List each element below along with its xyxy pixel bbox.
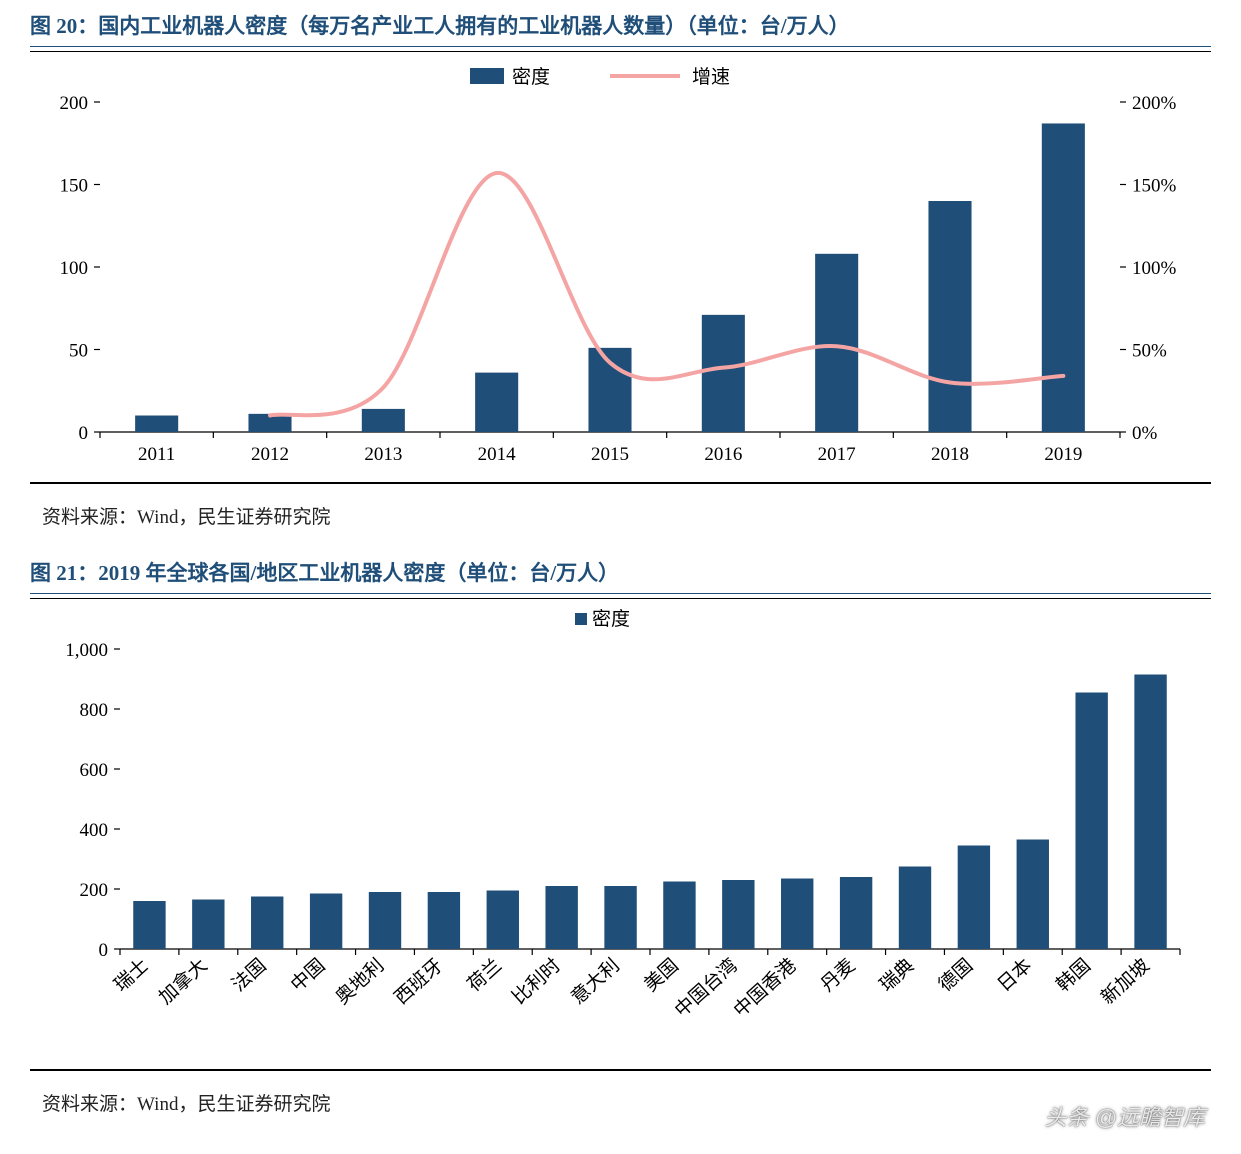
svg-text:中国: 中国 (286, 954, 329, 996)
svg-text:150: 150 (60, 176, 89, 197)
svg-text:1,000: 1,000 (65, 640, 108, 661)
svg-text:西班牙: 西班牙 (390, 954, 447, 1009)
svg-text:比利时: 比利时 (508, 954, 565, 1009)
figure-21-title: 图 21：2019 年全球各国/地区工业机器人密度（单位：台/万人） (30, 561, 619, 585)
svg-text:0: 0 (99, 940, 109, 961)
svg-text:400: 400 (80, 820, 109, 841)
svg-text:韩国: 韩国 (1052, 954, 1095, 996)
svg-text:法国: 法国 (228, 954, 271, 996)
svg-text:200: 200 (60, 93, 89, 114)
svg-text:意大利: 意大利 (567, 954, 624, 1009)
svg-text:600: 600 (80, 760, 109, 781)
svg-text:美国: 美国 (640, 954, 683, 996)
figure-20-title: 图 20：国内工业机器人密度（每万名产业工人拥有的工业机器人数量）（单位：台/万… (30, 14, 850, 38)
svg-text:800: 800 (80, 700, 109, 721)
svg-text:2019: 2019 (1044, 444, 1082, 465)
svg-text:0: 0 (79, 423, 89, 444)
figure-20-block: 图 20：国内工业机器人密度（每万名产业工人拥有的工业机器人数量）（单位：台/万… (30, 10, 1211, 537)
svg-text:2016: 2016 (704, 444, 742, 465)
svg-text:中国香港: 中国香港 (729, 954, 800, 1021)
figure-20-svg: 密度 增速 0 50 100 150 200 0% 50% 100% 150% 200% 2011 201… (30, 62, 1210, 482)
svg-text:密度: 密度 (512, 66, 550, 88)
figure-21-svg: 密度 0 200 400 600 800 1,000 瑞士加拿大法国中国奥地利西班牙荷兰比利时… (30, 609, 1210, 1069)
figure-21-source: 资料来源：Wind，民生证券研究院 (30, 1070, 1211, 1124)
svg-text:2012: 2012 (251, 444, 289, 465)
svg-text:0%: 0% (1132, 423, 1158, 444)
svg-text:2015: 2015 (591, 444, 629, 465)
svg-text:50%: 50% (1132, 341, 1167, 362)
figure-20-source: 资料来源：Wind，民生证券研究院 (30, 483, 1211, 537)
svg-text:增速: 增速 (692, 66, 730, 88)
svg-text:丹麦: 丹麦 (816, 954, 859, 996)
figure-21-chart-frame: 密度 0 200 400 600 800 1,000 瑞士加拿大法国中国奥地利西班牙荷兰比利时… (30, 598, 1211, 1070)
svg-text:2011: 2011 (138, 444, 175, 465)
svg-text:2014: 2014 (478, 444, 516, 465)
svg-text:新加坡: 新加坡 (1097, 954, 1154, 1009)
svg-text:瑞士: 瑞士 (110, 954, 153, 996)
figure-21-block: 图 21：2019 年全球各国/地区工业机器人密度（单位：台/万人） 密度 0 20… (30, 557, 1211, 1124)
svg-text:日本: 日本 (993, 954, 1036, 996)
svg-text:100: 100 (60, 258, 89, 279)
svg-text:200%: 200% (1132, 93, 1177, 114)
svg-text:加拿大: 加拿大 (154, 954, 212, 1009)
svg-text:密度: 密度 (592, 609, 630, 630)
svg-text:瑞典: 瑞典 (875, 954, 918, 996)
svg-text:中国台湾: 中国台湾 (670, 954, 741, 1021)
svg-text:50: 50 (69, 341, 88, 362)
figure-21-title-bar: 图 21：2019 年全球各国/地区工业机器人密度（单位：台/万人） (30, 557, 1211, 594)
svg-text:德国: 德国 (934, 954, 977, 996)
svg-text:150%: 150% (1132, 176, 1177, 197)
svg-text:奥地利: 奥地利 (331, 954, 388, 1009)
svg-text:2017: 2017 (818, 444, 856, 465)
svg-text:荷兰: 荷兰 (463, 954, 506, 996)
svg-text:2018: 2018 (931, 444, 969, 465)
figure-20-chart-frame: 密度 增速 0 50 100 150 200 0% 50% 100% 150% 200% 2011 201… (30, 51, 1211, 483)
figure-20-title-bar: 图 20：国内工业机器人密度（每万名产业工人拥有的工业机器人数量）（单位：台/万… (30, 10, 1211, 47)
svg-text:100%: 100% (1132, 258, 1177, 279)
svg-text:2013: 2013 (364, 444, 402, 465)
svg-text:200: 200 (80, 880, 109, 901)
